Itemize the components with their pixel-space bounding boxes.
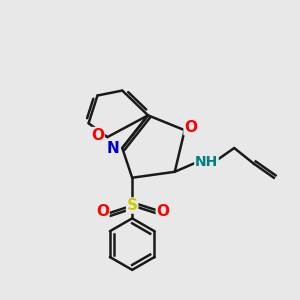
Text: S: S (127, 198, 138, 213)
Text: NH: NH (195, 155, 218, 169)
Text: N: N (107, 140, 120, 155)
Text: O: O (96, 204, 109, 219)
Text: O: O (184, 120, 197, 135)
Text: O: O (91, 128, 104, 142)
Text: O: O (156, 204, 170, 219)
